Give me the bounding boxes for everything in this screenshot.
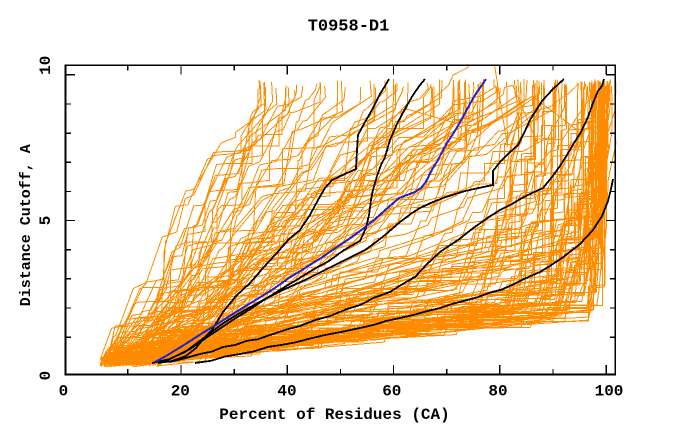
svg-text:80: 80: [488, 383, 507, 401]
svg-text:Distance Cutoff, A: Distance Cutoff, A: [18, 144, 35, 306]
svg-text:100: 100: [595, 383, 624, 401]
svg-text:60: 60: [382, 383, 401, 401]
svg-text:20: 20: [171, 383, 190, 401]
svg-text:10: 10: [37, 56, 55, 75]
svg-text:5: 5: [37, 216, 55, 226]
svg-text:T0958-D1: T0958-D1: [308, 18, 390, 37]
svg-text:Percent of Residues (CA): Percent of Residues (CA): [219, 406, 449, 424]
svg-text:0: 0: [37, 371, 55, 381]
svg-text:40: 40: [277, 383, 296, 401]
svg-text:0: 0: [59, 383, 69, 401]
